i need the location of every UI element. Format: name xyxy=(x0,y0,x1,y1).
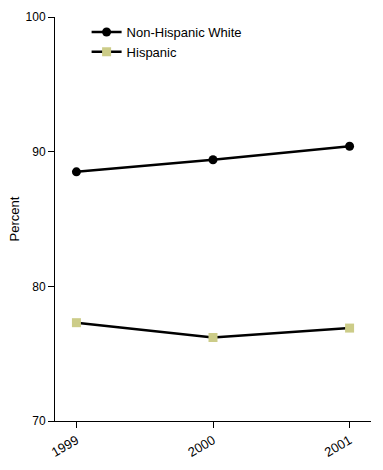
svg-text:80: 80 xyxy=(32,280,46,294)
svg-text:100: 100 xyxy=(26,10,46,24)
svg-text:Hispanic: Hispanic xyxy=(127,45,177,60)
svg-text:2000: 2000 xyxy=(185,432,218,459)
svg-text:Percent: Percent xyxy=(7,196,22,241)
svg-text:1999: 1999 xyxy=(49,432,82,459)
svg-text:70: 70 xyxy=(32,414,46,428)
svg-text:2001: 2001 xyxy=(322,432,355,459)
svg-text:Non-Hispanic White: Non-Hispanic White xyxy=(127,25,242,40)
svg-text:90: 90 xyxy=(32,145,46,159)
